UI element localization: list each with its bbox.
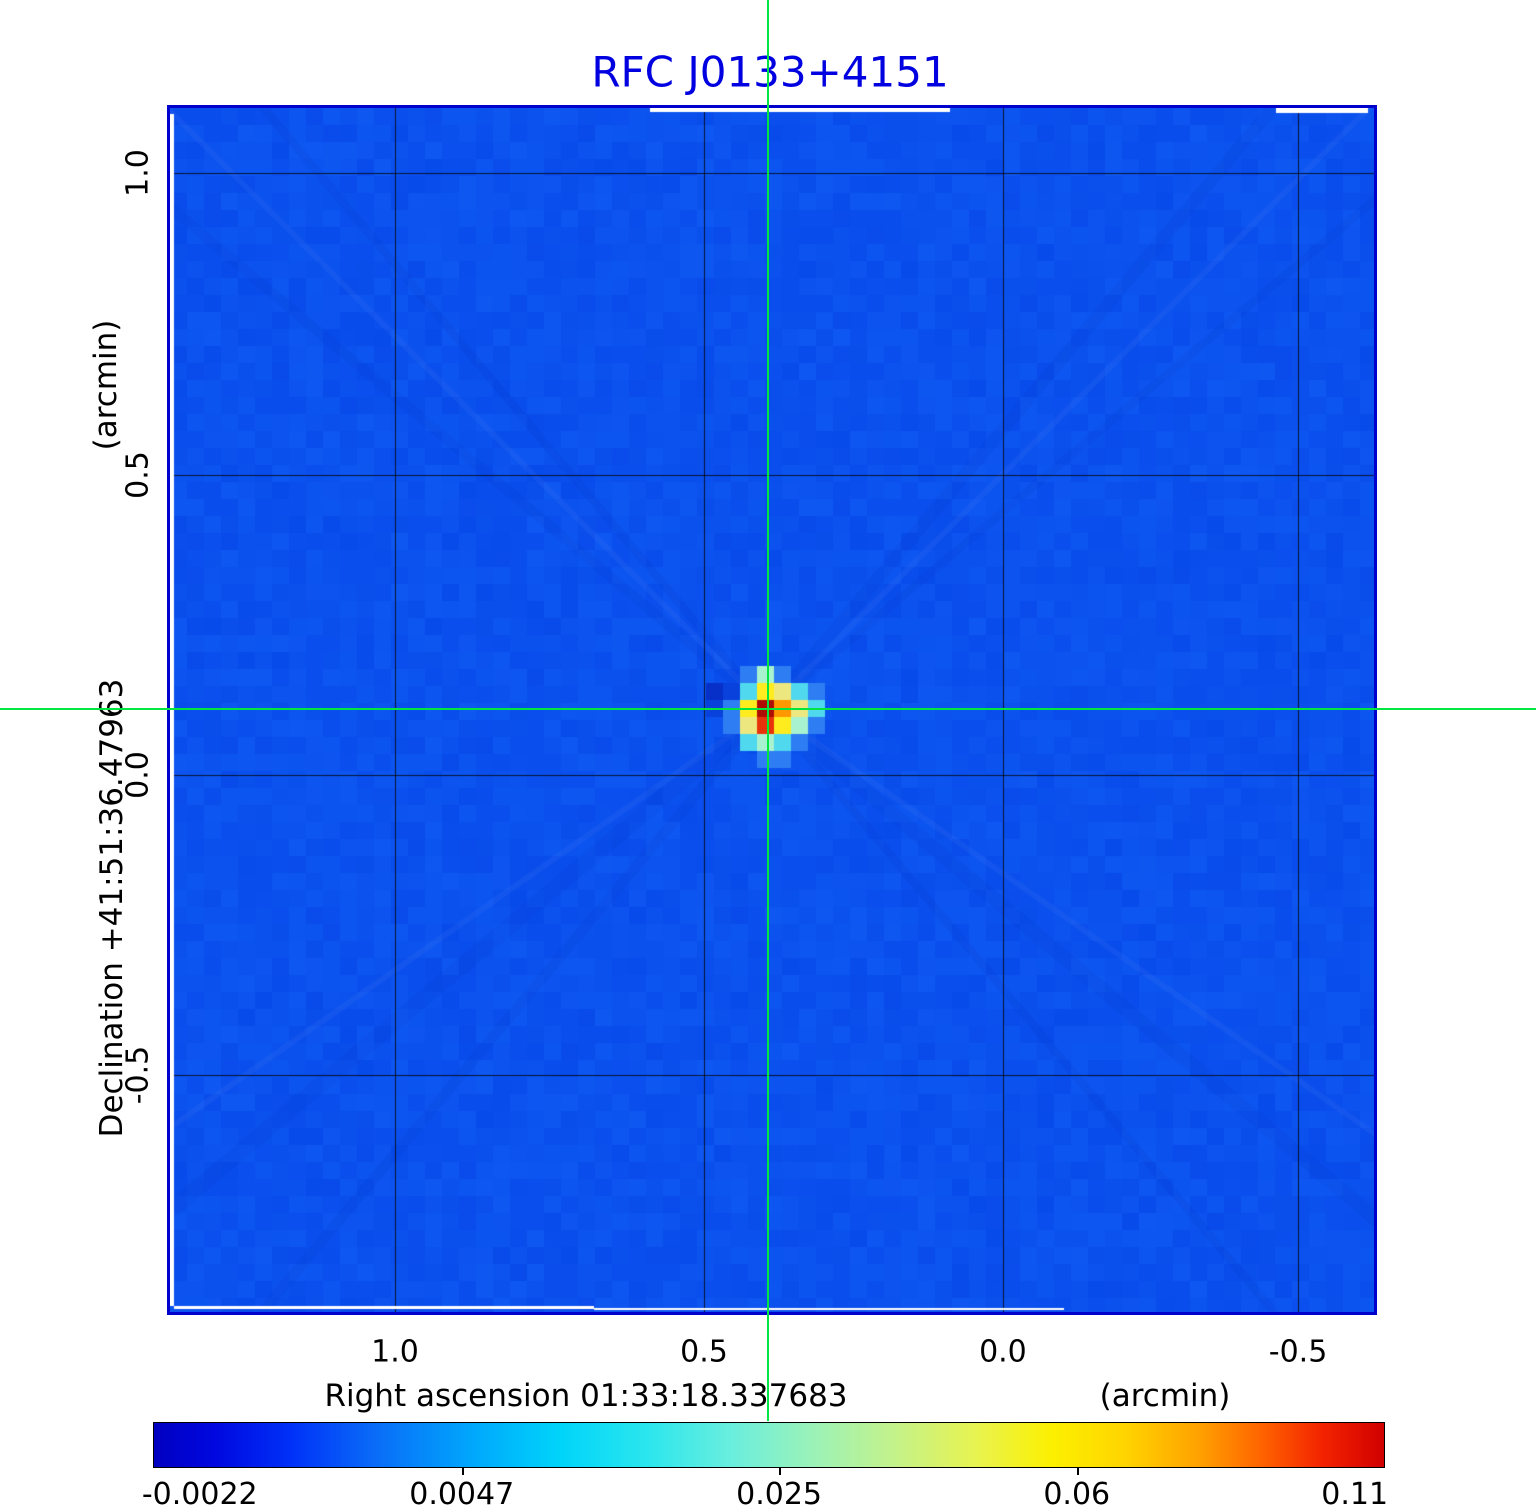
crosshair-horizontal-line	[0, 708, 1536, 711]
y-tick-label: 0.5	[120, 451, 156, 499]
x-tick-label: 1.0	[371, 1334, 419, 1370]
crosshair-vertical-line	[767, 0, 770, 1421]
colorbar-tick	[1076, 1467, 1079, 1475]
colorbar-tick	[461, 1467, 464, 1475]
colorbar-tick-label: 0.06	[1043, 1477, 1111, 1512]
colorbar	[153, 1422, 1385, 1475]
colorbar-tick-label: 0.025	[736, 1477, 823, 1512]
x-axis-unit: (arcmin)	[1099, 1378, 1231, 1414]
colorbar-tick-label: -0.0022	[141, 1477, 258, 1512]
x-tick-label: 0.0	[979, 1334, 1027, 1370]
y-axis-label: Declination +41:51:36.47963	[94, 678, 130, 1138]
colorbar-tick-label: 0.11	[1321, 1477, 1389, 1512]
colorbar-tick	[779, 1467, 782, 1475]
y-tick-label: 1.0	[120, 149, 156, 197]
x-tick-label: -0.5	[1268, 1334, 1328, 1370]
colorbar-tick-label: 0.0047	[409, 1477, 515, 1512]
x-tick-label: 0.5	[680, 1334, 728, 1370]
x-axis-label: Right ascension 01:33:18.337683	[324, 1378, 848, 1414]
colorbar-labels: -0.0022 0.0047 0.025 0.06 0.11	[142, 1477, 1388, 1512]
plot-title: RFC J0133+4151	[591, 47, 949, 97]
y-axis-unit: (arcmin)	[88, 319, 124, 451]
